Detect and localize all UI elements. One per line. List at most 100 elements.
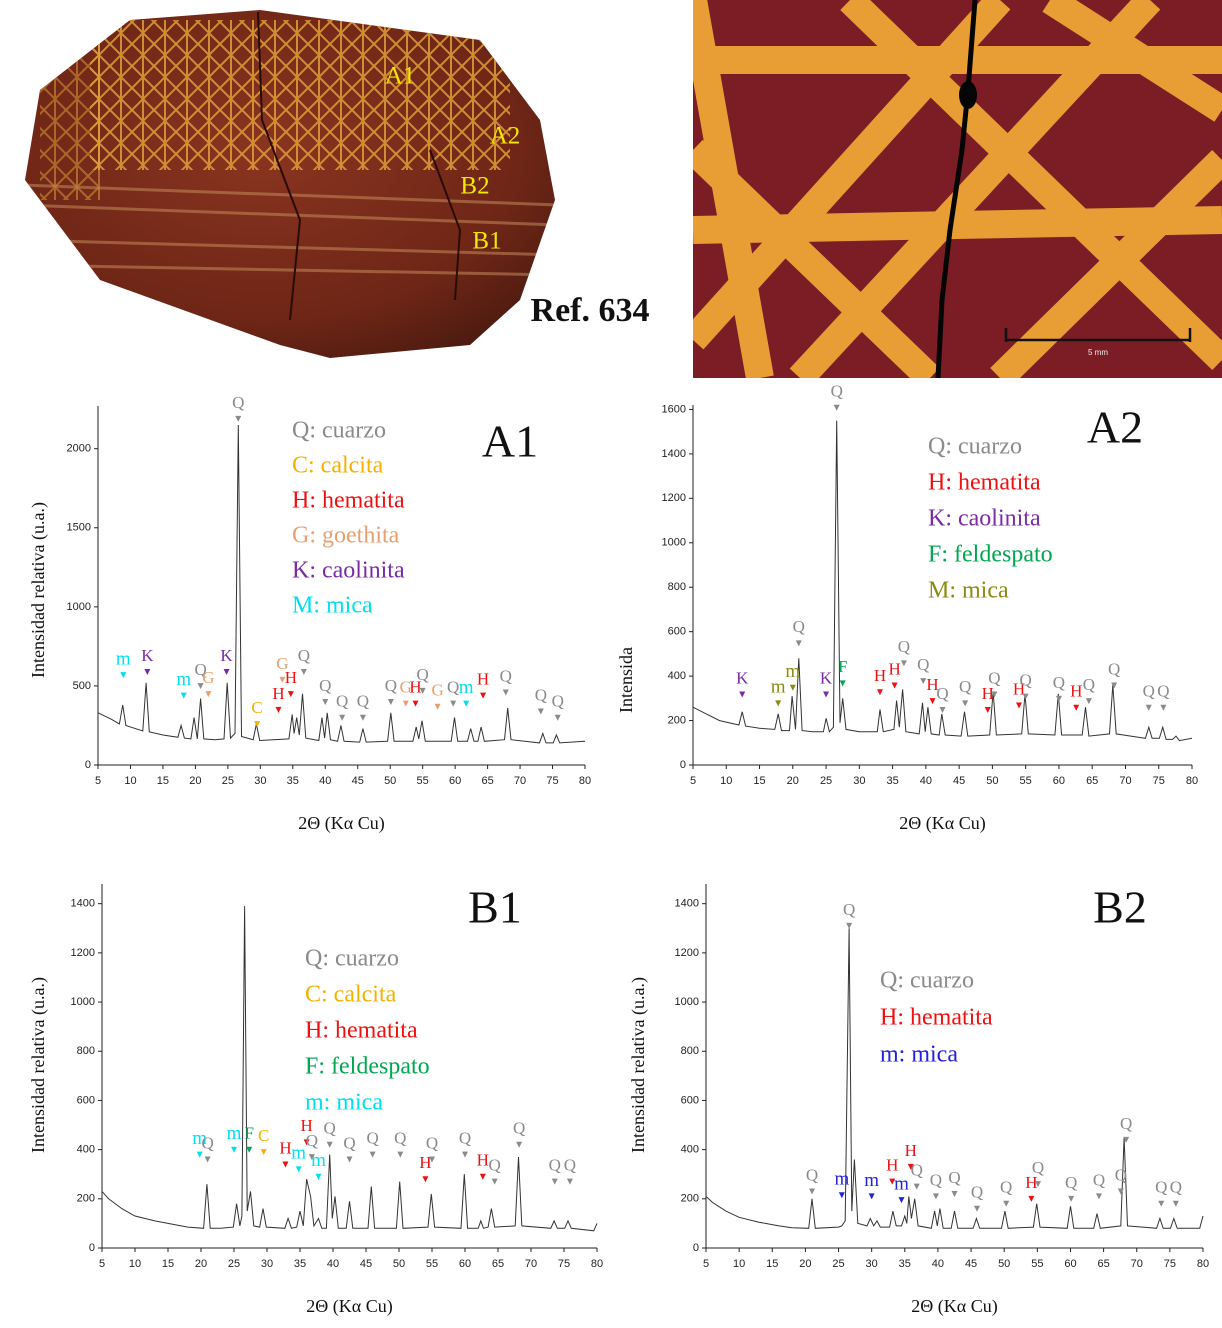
y-axis-label: Intensidad relativa (u.a.): [28, 977, 49, 1153]
peak-label: Q: [1093, 1170, 1105, 1189]
peak-label: m: [227, 1123, 242, 1144]
peak-label: m: [834, 1169, 849, 1190]
peak-label: Q: [194, 660, 206, 679]
peak-label: H: [1013, 679, 1025, 698]
x-tick-label: 55: [426, 1258, 438, 1270]
y-tick-label: 200: [77, 1193, 95, 1205]
peak-label: Q: [201, 1133, 213, 1152]
x-tick-label: 65: [1086, 775, 1098, 787]
peak-arrow: [1117, 1188, 1124, 1195]
peak-arrow: [303, 1139, 310, 1146]
peak-arrow: [315, 1173, 322, 1180]
x-tick-label: 25: [820, 775, 832, 787]
peak-arrow: [891, 682, 898, 689]
y-tick-label: 1200: [675, 947, 699, 959]
peak-label: Q: [1108, 659, 1120, 678]
legend-entry: H: hematita: [305, 1018, 418, 1044]
peak-label: Q: [500, 666, 512, 685]
peak-label: Q: [306, 1131, 318, 1150]
peak-label: Q: [357, 692, 369, 711]
peak-label: Q: [1065, 1173, 1077, 1192]
peak-arrow: [1016, 702, 1023, 709]
x-tick-label: 35: [886, 775, 898, 787]
peak-label: C: [258, 1126, 269, 1145]
microscope-photo: [693, 0, 1222, 379]
x-tick-label: 15: [162, 1258, 174, 1270]
spectrum-line: [97, 424, 586, 744]
x-tick-label: 35: [294, 1258, 306, 1270]
x-tick-label: 5: [690, 775, 696, 787]
x-tick-label: 35: [899, 1258, 911, 1270]
peak-arrow: [920, 678, 927, 685]
y-tick-label: 0: [85, 759, 91, 771]
x-tick-label: 5: [99, 1258, 105, 1270]
peak-arrow: [1111, 682, 1118, 689]
y-tick-label: 1200: [662, 492, 686, 504]
peak-arrow: [951, 1190, 958, 1197]
legend-entry: H: hematita: [292, 488, 405, 514]
x-tick-label: 45: [953, 775, 965, 787]
legend-entry: M: mica: [928, 578, 1009, 604]
peak-label: H: [888, 659, 900, 678]
peak-label: Q: [336, 692, 348, 711]
peak-label: Q: [513, 1119, 525, 1138]
spectrum-line: [692, 420, 1193, 742]
x-tick-label: 60: [1053, 775, 1065, 787]
peak-label: H: [285, 668, 297, 687]
peak-label: Q: [971, 1183, 983, 1202]
y-tick-label: 1600: [662, 403, 686, 415]
peak-label: Q: [959, 677, 971, 696]
peak-arrow: [1003, 1200, 1010, 1207]
legend-entry: Q: cuarzo: [292, 418, 386, 444]
peak-arrow: [974, 1205, 981, 1212]
legend-entry: C: calcita: [292, 453, 384, 479]
x-tick-label: 45: [965, 1258, 977, 1270]
peak-arrow: [962, 700, 969, 707]
peak-arrow: [339, 714, 346, 721]
peak-arrow: [326, 1141, 333, 1148]
peak-label: Q: [930, 1170, 942, 1189]
x-tick-label: 40: [932, 1258, 944, 1270]
chart-title: A2: [1087, 402, 1143, 453]
peak-label: H: [419, 1153, 431, 1172]
x-tick-label: 70: [514, 775, 526, 787]
x-tick-label: 50: [986, 775, 998, 787]
peak-arrow: [1158, 1200, 1165, 1207]
x-tick-label: 60: [459, 1258, 471, 1270]
peak-arrow: [502, 689, 509, 696]
x-tick-label: 50: [384, 775, 396, 787]
y-tick-label: 1000: [71, 996, 95, 1008]
legend-entry: m: mica: [305, 1090, 383, 1116]
legend-entry: H: hematita: [928, 470, 1041, 496]
region-label: B1: [472, 228, 501, 255]
x-tick-label: 80: [1197, 1258, 1209, 1270]
x-tick-label: 50: [998, 1258, 1010, 1270]
peak-arrow: [889, 1178, 896, 1185]
peak-arrow: [1073, 704, 1080, 711]
x-tick-label: 80: [1186, 775, 1198, 787]
x-axis-label: 2Θ (Kα Cu): [306, 1296, 392, 1317]
peak-arrow: [322, 698, 329, 705]
peak-label: m: [192, 1128, 207, 1149]
peak-label: H: [477, 670, 489, 689]
peak-label: Q: [936, 684, 948, 703]
peak-label: H: [409, 677, 421, 696]
legend-entry: K: caolinita: [928, 506, 1041, 532]
x-tick-label: 10: [129, 1258, 141, 1270]
peak-label: K: [736, 668, 749, 687]
y-tick-label: 1400: [71, 898, 95, 910]
peak-arrow: [839, 680, 846, 687]
y-tick-label: 2000: [67, 443, 91, 455]
xrd-chart: 5 10 15 20 25 30 35 40 45 50 55 60 65 70 75 80020040060…: [628, 882, 1209, 1318]
peak-label: H: [905, 1141, 917, 1160]
x-tick-label: 30: [853, 775, 865, 787]
peak-label: G: [400, 677, 412, 696]
peak-arrow: [479, 1173, 486, 1180]
region-label: B2: [460, 173, 489, 200]
peak-arrow: [300, 668, 307, 675]
legend-entry: Q: cuarzo: [305, 946, 399, 972]
peak-arrow: [739, 691, 746, 698]
y-tick-label: 0: [89, 1242, 95, 1254]
x-tick-label: 75: [558, 1258, 570, 1270]
peak-label: Q: [898, 637, 910, 656]
